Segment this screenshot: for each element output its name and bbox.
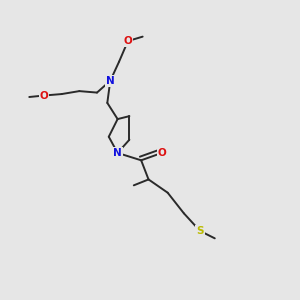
Text: N: N	[113, 148, 122, 158]
Text: O: O	[40, 91, 48, 100]
Text: S: S	[196, 226, 204, 236]
Text: N: N	[106, 76, 115, 86]
Text: O: O	[158, 148, 166, 158]
Text: O: O	[124, 36, 132, 46]
